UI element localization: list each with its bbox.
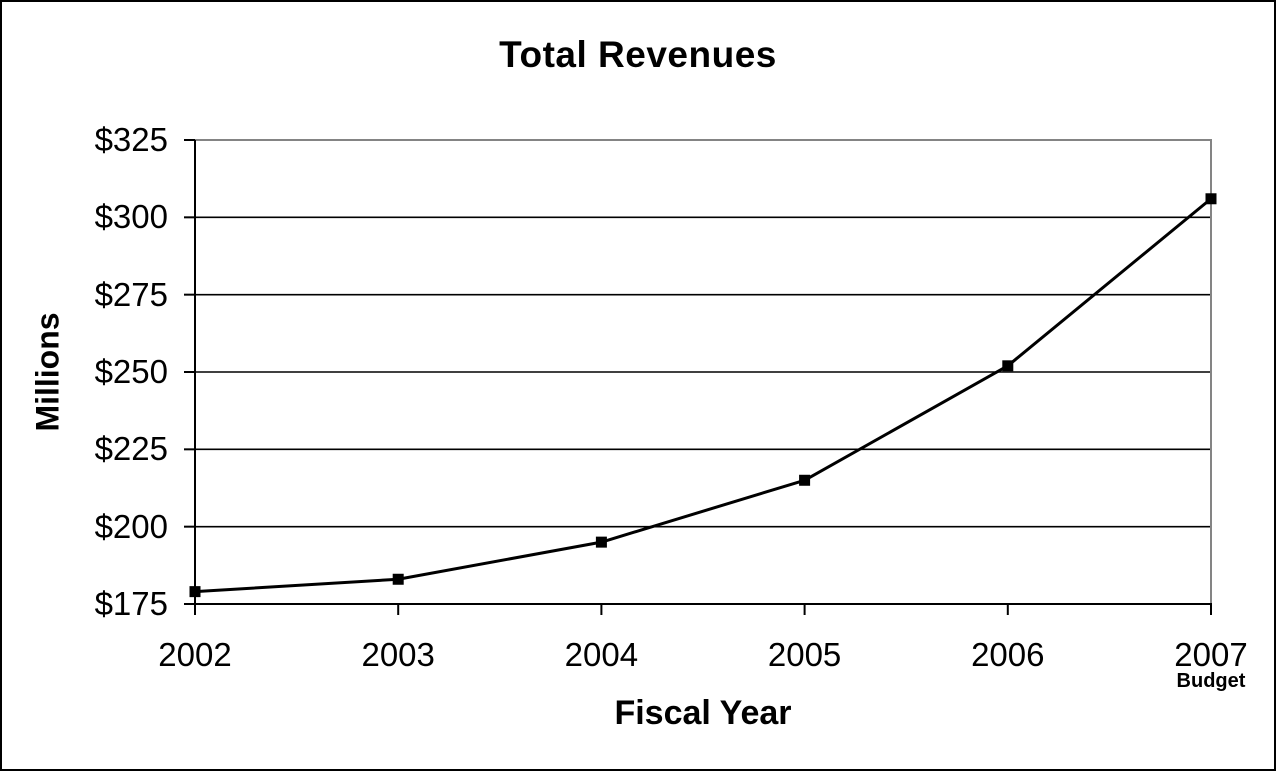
chart-title: Total Revenues — [499, 34, 777, 75]
y-tick-label: $300 — [94, 198, 168, 236]
y-tick-label: $175 — [94, 585, 168, 622]
x-tick-label: 2003 — [361, 636, 435, 673]
data-point-marker — [1002, 360, 1014, 372]
x-tick-label: 2006 — [971, 636, 1045, 673]
data-point-marker — [189, 586, 201, 598]
y-tick-label: $250 — [94, 353, 168, 390]
x-tick-label: 2007 — [1174, 636, 1248, 673]
y-tick-label: $275 — [94, 275, 168, 313]
x-tick-label: 2002 — [158, 636, 232, 673]
series-line — [194, 197, 1212, 594]
data-point-marker — [392, 573, 404, 585]
data-point-marker — [799, 474, 811, 486]
data-point-marker — [1205, 193, 1217, 205]
y-tick-label: $200 — [94, 507, 168, 545]
x-tick-label: 2005 — [767, 636, 842, 673]
x-note-label: Budget — [1176, 670, 1246, 692]
y-tick-label: $325 — [94, 121, 168, 158]
data-point-marker — [595, 536, 607, 548]
x-axis-title: Fiscal Year — [614, 694, 792, 732]
y-tick-label: $225 — [94, 430, 168, 468]
x-tick-label: 2004 — [564, 636, 639, 673]
